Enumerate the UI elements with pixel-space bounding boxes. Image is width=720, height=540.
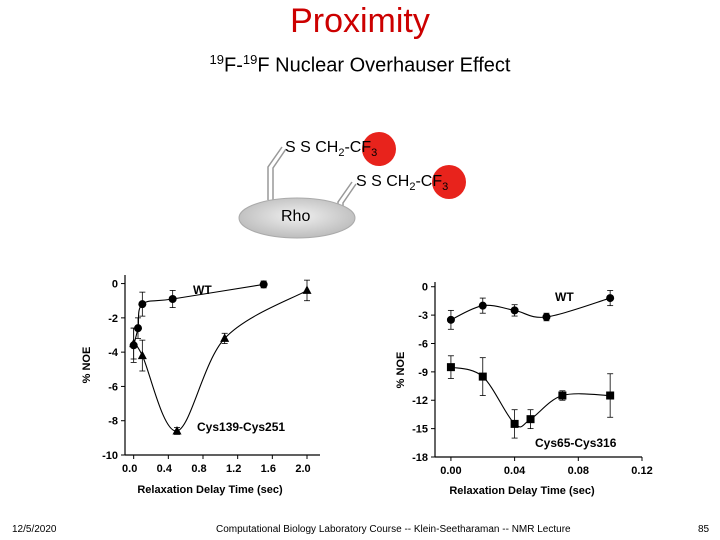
y-tick-label: -3 [418,310,428,322]
data-point-circle [138,300,147,309]
noe-chart-right: 0 -3 -6 -9 -12 -15 -18 0.00 0.04 0.08 0.12 Relaxati… [395,282,653,497]
rho-schematic [238,132,466,239]
probe2-sub3: 3 [442,181,449,194]
x-axis-label: Relaxation Delay Time (sec) [449,485,595,497]
y-tick-label: -8 [108,416,118,428]
data-point-circle [478,301,487,310]
series-line-wt [450,297,611,321]
x-tick-label: 1.2 [226,463,241,475]
y-tick-label: -15 [412,424,428,436]
y-tick-label: 0 [422,282,428,294]
footer-page-number: 85 [698,524,710,535]
data-point-circle [168,295,177,303]
subtitle-superscript-2: 19 [242,52,258,67]
x-tick-label: 1.6 [261,463,276,475]
x-tick-label: 0.00 [440,465,461,477]
data-point-square [606,391,615,400]
probe-label-1: S S CH2-CF3 [285,139,377,159]
data-point-triangle [220,333,230,342]
data-point-circle [606,294,615,303]
cf3-highlight-1 [362,132,396,166]
y-tick-label: -6 [418,338,428,350]
y-tick-label: -2 [108,313,118,325]
x-tick-label: 0.12 [631,465,652,477]
probe1-sub2: 2 [338,147,345,160]
series-line-cys139-cys251 [133,289,308,432]
slide-subtitle: 19F-19F Nuclear Overhauser Effect [0,52,720,78]
subtitle-superscript-1: 19 [209,52,225,67]
probe1-dash: - [344,139,350,156]
series-label-wt: WT [193,283,212,297]
subtitle-text: F Nuclear Overhauser Effect [257,54,511,77]
data-point-square [446,363,455,372]
data-point-triangle [302,285,312,294]
y-tick-label: -4 [108,347,119,359]
probe1-sub3: 3 [371,147,378,160]
linker-line-1b [272,148,287,200]
data-point-circle [259,280,268,289]
data-point-circle [510,306,519,315]
subtitle-fluorine-1: F- [224,54,243,77]
probe1-ss: S S CH [285,139,339,156]
noe-chart-left: 0 -2 -4 -6 -8 -10 0.0 0.4 0.8 1.2 1.6 2.0 Relaxation… [81,275,320,496]
data-point-square [558,391,567,400]
series-label-cys65-cys316: Cys65-Cys316 [535,436,617,450]
cf3-highlight-2 [432,165,466,199]
data-point-square [478,372,487,381]
x-tick-label: 0.0 [122,463,137,475]
data-point-square [510,419,519,428]
linker-line-1a [267,146,283,200]
probe1-cf: CF [349,139,372,156]
y-tick-label: -10 [102,450,118,462]
y-tick-label: -6 [108,381,118,393]
x-tick-label: 0.04 [504,465,526,477]
x-axis-label: Relaxation Delay Time (sec) [137,484,283,496]
data-point-circle [542,313,551,321]
footer-course: Computational Biology Laboratory Course … [216,524,571,535]
probe2-sub2: 2 [409,181,416,194]
y-tick-label: 0 [112,279,118,291]
x-tick-label: 2.0 [295,463,310,475]
y-tick-label: -12 [412,395,428,407]
data-point-triangle [129,338,139,348]
y-axis-label: % NOE [395,352,407,389]
footer-date: 12/5/2020 [12,524,57,535]
rho-label: Rho [281,208,311,225]
data-point-circle [134,324,142,333]
data-point-circle [446,315,455,324]
data-point-square [526,415,535,424]
x-tick-label: 0.4 [157,463,173,475]
y-axis-label: % NOE [81,347,93,384]
probe2-ss: S S CH [356,173,410,190]
probe-label-2: S S CH2-CF3 [356,173,448,193]
rho-protein-shape [238,197,356,239]
series-label-cys139-cys251: Cys139-Cys251 [197,420,285,434]
probe2-dash: - [415,173,421,190]
data-point-triangle [137,350,147,360]
y-tick-label: -9 [418,367,428,379]
x-tick-label: 0.08 [568,465,589,477]
series-label-wt: WT [555,290,574,304]
y-tick-label: -18 [412,452,428,464]
x-tick-label: 0.8 [191,463,206,475]
probe2-cf: CF [420,173,443,190]
data-point-triangle [172,426,182,435]
slide-title: Proximity [290,2,430,40]
